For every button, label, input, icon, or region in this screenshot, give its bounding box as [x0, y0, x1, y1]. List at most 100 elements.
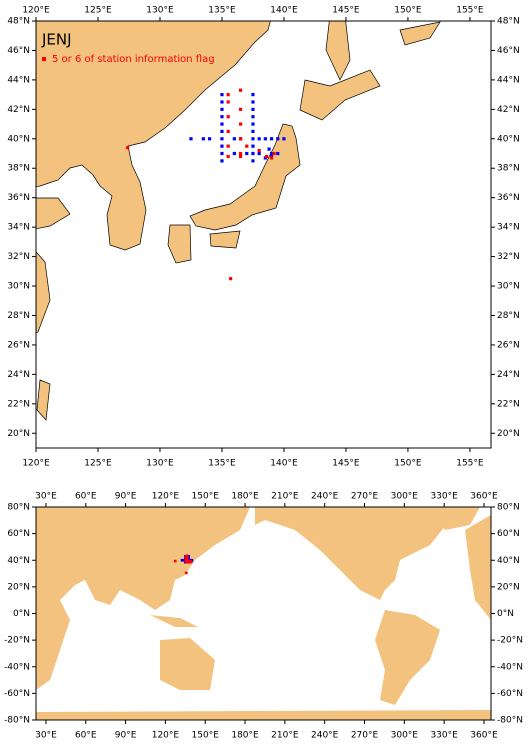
station-point [251, 159, 255, 163]
y-tick-label: 0°N [497, 609, 514, 619]
y-tick-label: 46°N [497, 46, 520, 56]
station-point [220, 100, 224, 104]
station-point [251, 122, 255, 126]
y-tick-label: 26°N [497, 340, 520, 350]
x-tick-label: 150°E [192, 731, 220, 741]
station-point [207, 137, 212, 141]
station-point [232, 151, 236, 156]
station-point [269, 137, 274, 141]
station-point [190, 558, 194, 562]
stations [173, 554, 194, 575]
land [160, 638, 215, 690]
station-point [226, 93, 230, 97]
station-point [238, 154, 243, 159]
station-point [220, 129, 224, 134]
x-tick-label: 140°E [270, 459, 298, 469]
y-tick-label: 34°N [497, 223, 520, 233]
y-tick-label: -80°N [4, 716, 30, 726]
station-point [251, 115, 255, 119]
y-tick-label: 40°N [7, 556, 30, 566]
y-tick-label: 60°N [497, 529, 520, 539]
station-point [229, 277, 233, 281]
x-tick-label: 300°E [391, 492, 419, 502]
x-tick-label: 360°E [470, 492, 498, 502]
y-tick-label: -80°N [497, 716, 523, 726]
station-point [220, 115, 224, 119]
station-point [257, 151, 261, 156]
station-point [220, 107, 224, 111]
station-point [220, 159, 224, 163]
x-tick-label: 120°E [22, 6, 50, 16]
land [36, 197, 71, 230]
x-tick-label: 130°E [146, 459, 174, 469]
land [299, 69, 381, 121]
x-tick-label: 140°E [270, 6, 298, 16]
x-tick-label: 180°E [231, 492, 259, 502]
map-title: JENJ [41, 31, 72, 49]
station-point [238, 151, 243, 156]
station-point [251, 100, 255, 104]
y-tick-label: 32°N [497, 252, 520, 262]
station-point [269, 156, 274, 160]
land [36, 507, 250, 610]
station-point [226, 115, 230, 119]
legend-label: 5 or 6 of station information flag [52, 54, 215, 65]
x-tick-label: 300°E [391, 731, 419, 741]
land [430, 507, 480, 530]
y-tick-label: 40°N [497, 134, 520, 144]
land [36, 710, 491, 720]
station-point [220, 93, 224, 97]
x-tick-label: 30°E [35, 492, 57, 502]
y-tick-label: 30°N [497, 282, 520, 292]
station-point [189, 560, 193, 563]
y-tick-label: 20°N [497, 582, 520, 592]
station-point [186, 556, 189, 559]
station-point [226, 100, 230, 104]
y-tick-label: -60°N [4, 689, 30, 699]
station-point [232, 137, 236, 141]
y-tick-label: 30°N [7, 282, 30, 292]
station-point [263, 137, 267, 141]
x-tick-label: 120°E [152, 492, 180, 502]
y-tick-label: 80°N [497, 503, 520, 513]
y-tick-label: -40°N [497, 662, 523, 672]
x-tick-label: 90°E [115, 731, 137, 741]
station-point [186, 559, 190, 563]
x-tick-label: 360°E [470, 731, 498, 741]
x-tick-label: 270°E [351, 492, 379, 502]
y-tick-label: 26°N [7, 340, 30, 350]
y-tick-label: 28°N [497, 311, 520, 321]
land [255, 507, 450, 600]
x-tick-label: 210°E [271, 731, 299, 741]
x-tick-label: 150°E [394, 6, 422, 16]
y-tick-label: 20°N [7, 582, 30, 592]
y-tick-label: 40°N [497, 556, 520, 566]
station-point [184, 558, 188, 561]
y-tick-label: 20°N [7, 429, 30, 439]
x-tick-label: 125°E [84, 6, 112, 16]
station-point [238, 122, 243, 126]
station-point [226, 144, 230, 148]
station-point [226, 129, 230, 134]
station-point [251, 107, 255, 111]
land [167, 224, 192, 264]
y-tick-label: 22°N [7, 399, 30, 409]
x-tick-label: 270°E [351, 731, 379, 741]
land [325, 21, 351, 81]
station-point [257, 137, 261, 141]
station-point [251, 129, 255, 134]
y-tick-label: 32°N [7, 252, 30, 262]
station-point [182, 558, 186, 562]
station-point [220, 122, 224, 126]
x-tick-label: 150°E [192, 492, 220, 502]
y-tick-label: 44°N [7, 75, 30, 85]
x-tick-label: 240°E [311, 492, 339, 502]
station-point [220, 151, 224, 156]
y-tick-label: 24°N [7, 370, 30, 380]
station-point [276, 137, 280, 141]
station-point [126, 146, 130, 150]
station-point [269, 153, 274, 157]
y-tick-label: 22°N [497, 399, 520, 409]
land [36, 251, 51, 334]
